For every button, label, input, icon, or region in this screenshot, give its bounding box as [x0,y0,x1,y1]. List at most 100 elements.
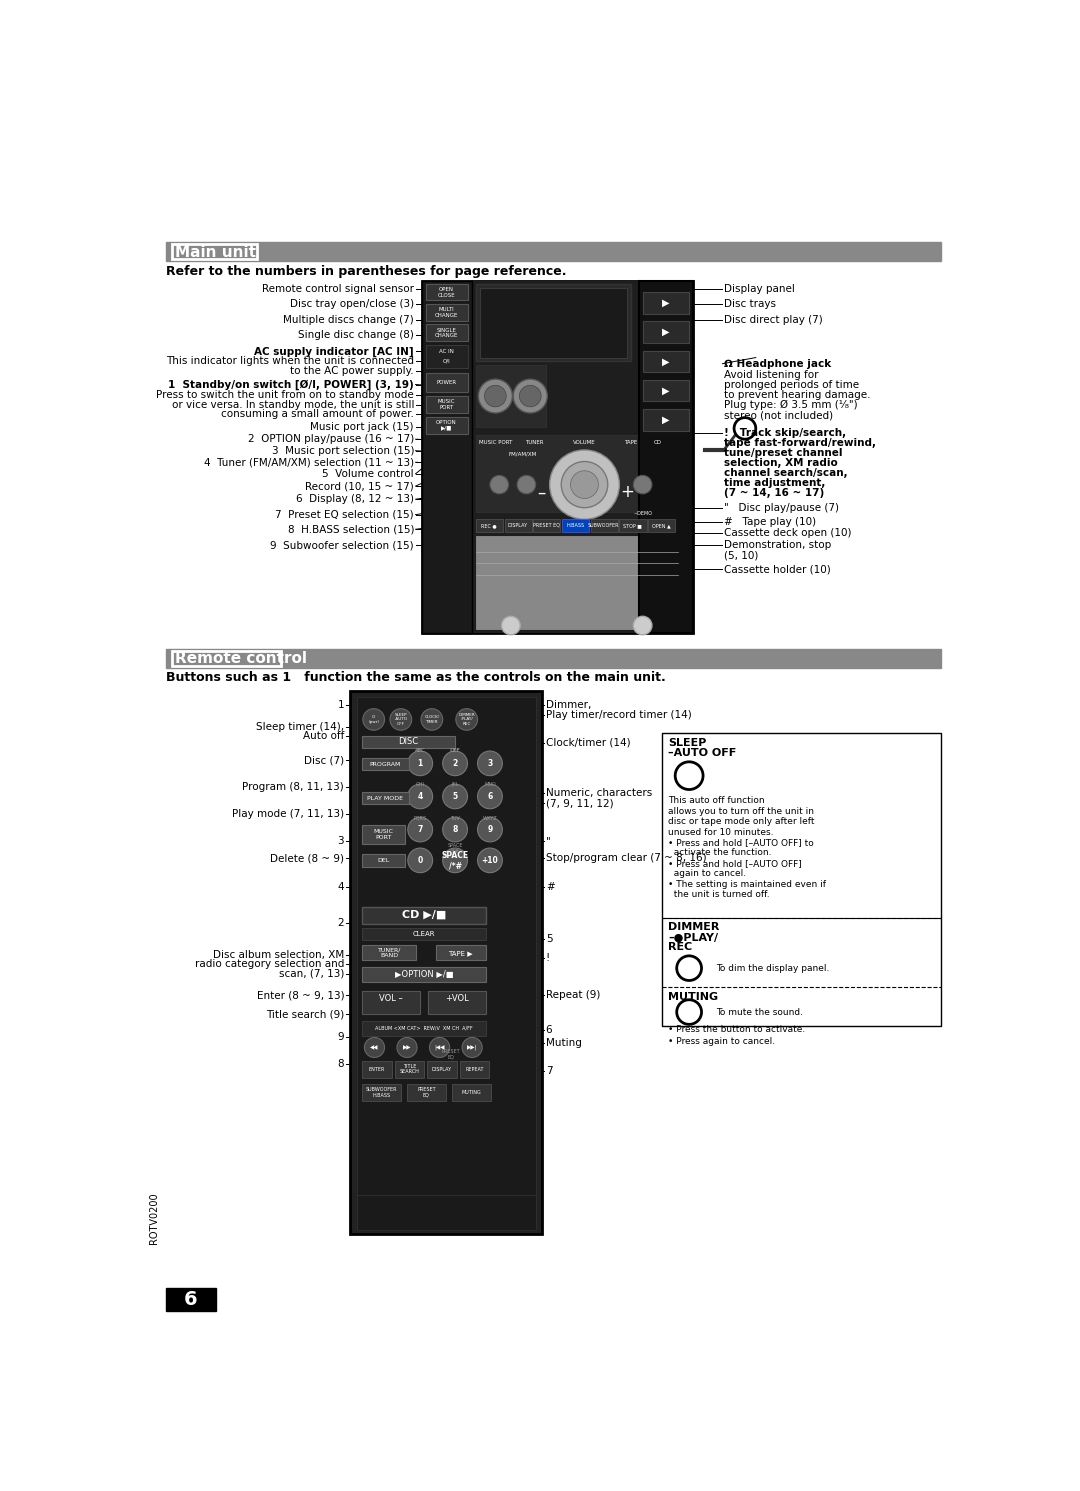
Text: |◀◀: |◀◀ [434,1045,445,1050]
Text: WXYZ: WXYZ [483,816,497,820]
Text: CLEAR: CLEAR [413,932,435,938]
Text: +: + [620,483,634,501]
Text: 8: 8 [338,1060,345,1069]
Text: ◀◀: ◀◀ [370,1045,379,1050]
Text: ▶▶|: ▶▶| [467,1045,477,1050]
Text: MULTI
CHANGE: MULTI CHANGE [435,307,458,318]
Text: 1: 1 [338,699,345,710]
Text: AC IN: AC IN [440,349,454,353]
Text: Main unit: Main unit [175,245,256,259]
Text: #   Tape play (10): # Tape play (10) [724,516,816,526]
Text: DEF: DEF [450,748,460,753]
Bar [166,649,941,668]
Circle shape [490,476,509,494]
Text: OPEN
CLOSE: OPEN CLOSE [437,286,456,298]
Text: REC ●: REC ● [482,523,497,528]
Bar [476,365,545,426]
Text: Repeat (9): Repeat (9) [545,990,600,1000]
Text: PRESET
EQ: PRESET EQ [417,1087,435,1097]
Text: Disc trays: Disc trays [724,300,777,310]
Text: STOP ■: STOP ■ [623,523,642,528]
Bar [460,1060,489,1078]
Text: 6: 6 [487,792,492,801]
Circle shape [513,379,548,413]
Text: 5: 5 [453,792,458,801]
Bar [362,825,405,844]
Text: Auto off: Auto off [302,732,345,741]
Text: Cassette holder (10): Cassette holder (10) [724,564,831,574]
Bar [643,322,689,343]
Text: OPTION
▶/■: OPTION ▶/■ [436,420,457,431]
Text: ▶OPTION ▶/■: ▶OPTION ▶/■ [395,969,454,978]
Bar [643,380,689,401]
Text: +VOL: +VOL [445,994,469,1003]
Text: 3: 3 [487,759,492,768]
Bar [472,280,638,634]
Bar [648,519,675,532]
Text: Program (8, 11, 13): Program (8, 11, 13) [243,783,345,792]
Text: MUTING: MUTING [461,1090,482,1094]
Circle shape [519,385,541,407]
Text: tune/preset channel: tune/preset channel [724,447,842,458]
Circle shape [443,751,468,775]
Text: 9: 9 [338,1032,345,1042]
Text: CLOCK/
TIMER: CLOCK/ TIMER [424,716,440,723]
Circle shape [397,1038,417,1057]
Bar [451,1084,490,1100]
Bar [476,434,681,511]
Text: PROGRAM: PROGRAM [369,762,401,766]
Text: Avoid listening for: Avoid listening for [724,370,819,380]
Circle shape [421,708,443,731]
Bar [362,992,420,1014]
Bar [662,734,941,1026]
Text: This auto off function
allows you to turn off the unit in
disc or tape mode only: This auto off function allows you to tur… [669,796,826,899]
Text: tape fast-forward/rewind,: tape fast-forward/rewind, [724,438,876,447]
Bar [426,285,469,300]
Circle shape [408,784,433,808]
Text: Demonstration, stop: Demonstration, stop [724,540,832,550]
Text: 6: 6 [545,1024,552,1035]
Text: MUSIC
PORT: MUSIC PORT [373,829,393,839]
Text: This indicator lights when the unit is connected: This indicator lights when the unit is c… [166,356,414,367]
Bar [422,280,693,634]
Bar [166,242,941,261]
Circle shape [443,784,468,808]
Text: DISPLAY: DISPLAY [432,1066,451,1072]
Text: MNO: MNO [484,783,496,787]
Text: 7: 7 [545,1066,552,1075]
Circle shape [477,751,502,775]
Text: OPEN ▲: OPEN ▲ [652,523,671,528]
Text: JKL: JKL [451,783,459,787]
Text: to the AC power supply.: to the AC power supply. [291,365,414,376]
Text: 2: 2 [453,759,458,768]
Text: –: – [538,483,546,501]
Text: PRESET EQ: PRESET EQ [534,523,561,528]
Circle shape [478,379,512,413]
Text: 1  Standby/on switch [Ø/I, POWER] (3, 19): 1 Standby/on switch [Ø/I, POWER] (3, 19) [168,379,414,389]
Bar [362,945,416,960]
Text: VOL –: VOL – [379,994,403,1003]
Text: Remote control: Remote control [175,652,308,666]
Bar [362,735,455,748]
Circle shape [408,751,433,775]
Text: "   Disc play/pause (7): " Disc play/pause (7) [724,504,839,513]
Text: Multiple discs change (7): Multiple discs change (7) [283,315,414,325]
Bar [362,854,405,866]
Circle shape [675,762,703,790]
Text: 5: 5 [545,933,552,944]
Text: SPACE
/*#: SPACE /*# [442,851,469,871]
Bar [435,945,486,960]
Bar [362,1060,392,1078]
Text: prolonged periods of time: prolonged periods of time [724,380,859,391]
Bar [426,346,469,368]
Text: MUTING: MUTING [669,992,718,1002]
Text: channel search/scan,: channel search/scan, [724,468,848,479]
Text: 4: 4 [338,883,345,892]
Text: SUBWOOFER: SUBWOOFER [589,523,620,528]
Circle shape [570,471,598,498]
Text: #: # [545,883,554,892]
Text: Sleep timer (14),: Sleep timer (14), [256,722,345,732]
Text: Muting: Muting [545,1038,582,1048]
Text: ABC: ABC [415,748,426,753]
Text: CD: CD [654,440,662,444]
